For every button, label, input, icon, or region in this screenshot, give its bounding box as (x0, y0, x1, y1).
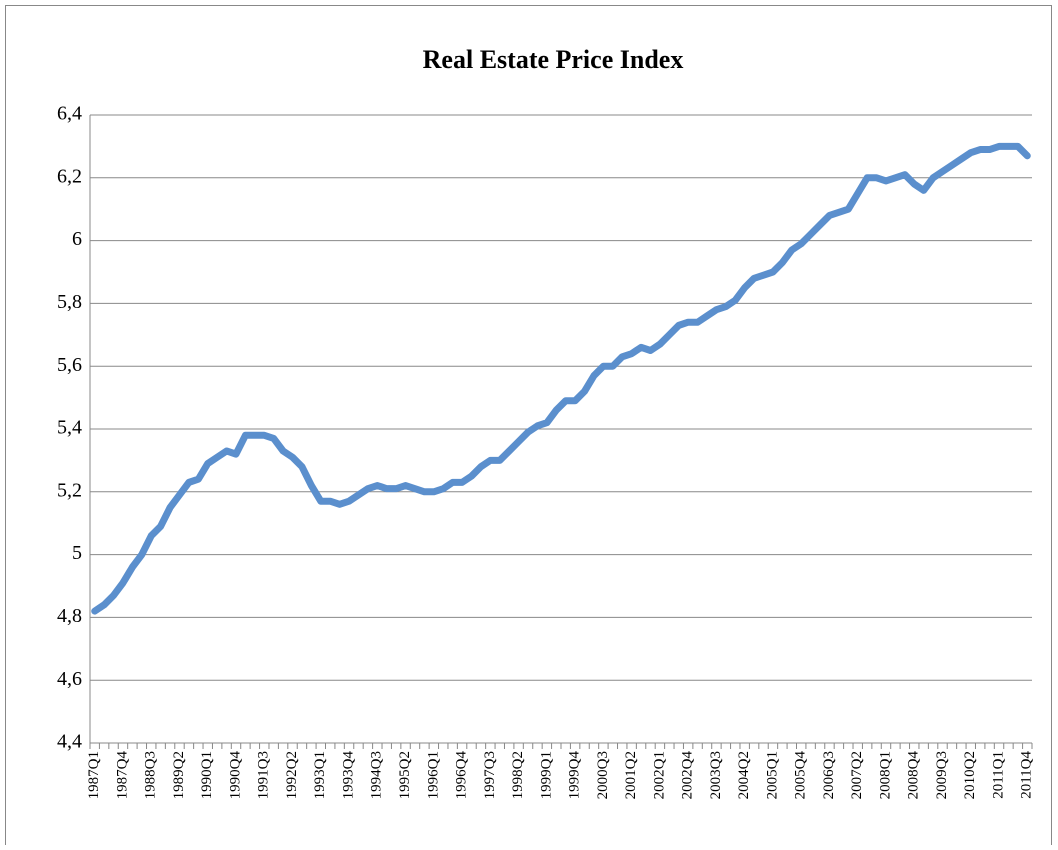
chart-title: Real Estate Price Index (423, 45, 684, 74)
x-tick-label: 1998Q2 (510, 751, 526, 799)
x-tick-label: 2011Q4 (1019, 751, 1035, 799)
y-tick-label: 5,4 (57, 417, 82, 439)
x-tick-label: 2007Q2 (849, 751, 865, 799)
x-tick-label: 1999Q4 (567, 751, 583, 800)
x-tick-label: 1999Q1 (538, 751, 554, 799)
x-tick-label: 2000Q3 (595, 751, 611, 799)
x-tick-label: 1996Q1 (425, 751, 441, 799)
x-tick-label: 2008Q1 (877, 751, 893, 799)
x-tick-label: 1987Q1 (86, 751, 102, 799)
x-tick-label: 2011Q1 (990, 751, 1006, 799)
y-tick-label: 4,8 (57, 605, 82, 627)
x-tick-label: 1993Q1 (312, 751, 328, 799)
x-tick-label: 2004Q2 (736, 751, 752, 799)
x-tick-label: 1991Q3 (256, 751, 272, 799)
y-tick-label: 5,6 (57, 354, 82, 376)
y-tick-label: 4,4 (57, 731, 82, 753)
x-tick-label: 1997Q3 (482, 751, 498, 799)
x-tick-label: 1995Q2 (397, 751, 413, 799)
x-tick-label: 2002Q1 (651, 751, 667, 799)
x-tick-label: 2005Q4 (793, 751, 809, 800)
y-tick-label: 4,6 (57, 668, 82, 690)
y-tick-label: 6,2 (57, 165, 82, 187)
x-tick-label: 1990Q1 (199, 751, 215, 799)
x-tick-label: 2006Q3 (821, 751, 837, 799)
x-tick-label: 2001Q2 (623, 751, 639, 799)
y-tick-label: 5 (72, 542, 82, 564)
data-line (91, 142, 1031, 615)
y-tick-label: 5,2 (57, 479, 82, 501)
x-tick-label: 1987Q4 (114, 751, 130, 800)
x-tick-label: 1993Q4 (340, 751, 356, 800)
x-tick-label: 2009Q3 (934, 751, 950, 799)
x-tick-label: 2005Q1 (764, 751, 780, 799)
chart-frame (5, 5, 1052, 850)
x-tick-label: 1989Q2 (171, 751, 187, 799)
x-tick-label: 2010Q2 (962, 751, 978, 799)
x-tick-label: 1992Q2 (284, 751, 300, 799)
y-tick-label: 5,8 (57, 291, 82, 313)
y-tick-label: 6,4 (57, 103, 82, 125)
x-tick-label: 1988Q3 (143, 751, 159, 799)
x-tick-label: 2002Q4 (680, 751, 696, 800)
x-tick-label: 2003Q3 (708, 751, 724, 799)
x-tick-label: 1996Q4 (454, 751, 470, 800)
y-tick-label: 6 (72, 228, 82, 250)
x-tick-label: 2008Q4 (906, 751, 922, 800)
x-tick-label: 1994Q3 (369, 751, 385, 799)
x-tick-label: 1990Q4 (227, 751, 243, 800)
